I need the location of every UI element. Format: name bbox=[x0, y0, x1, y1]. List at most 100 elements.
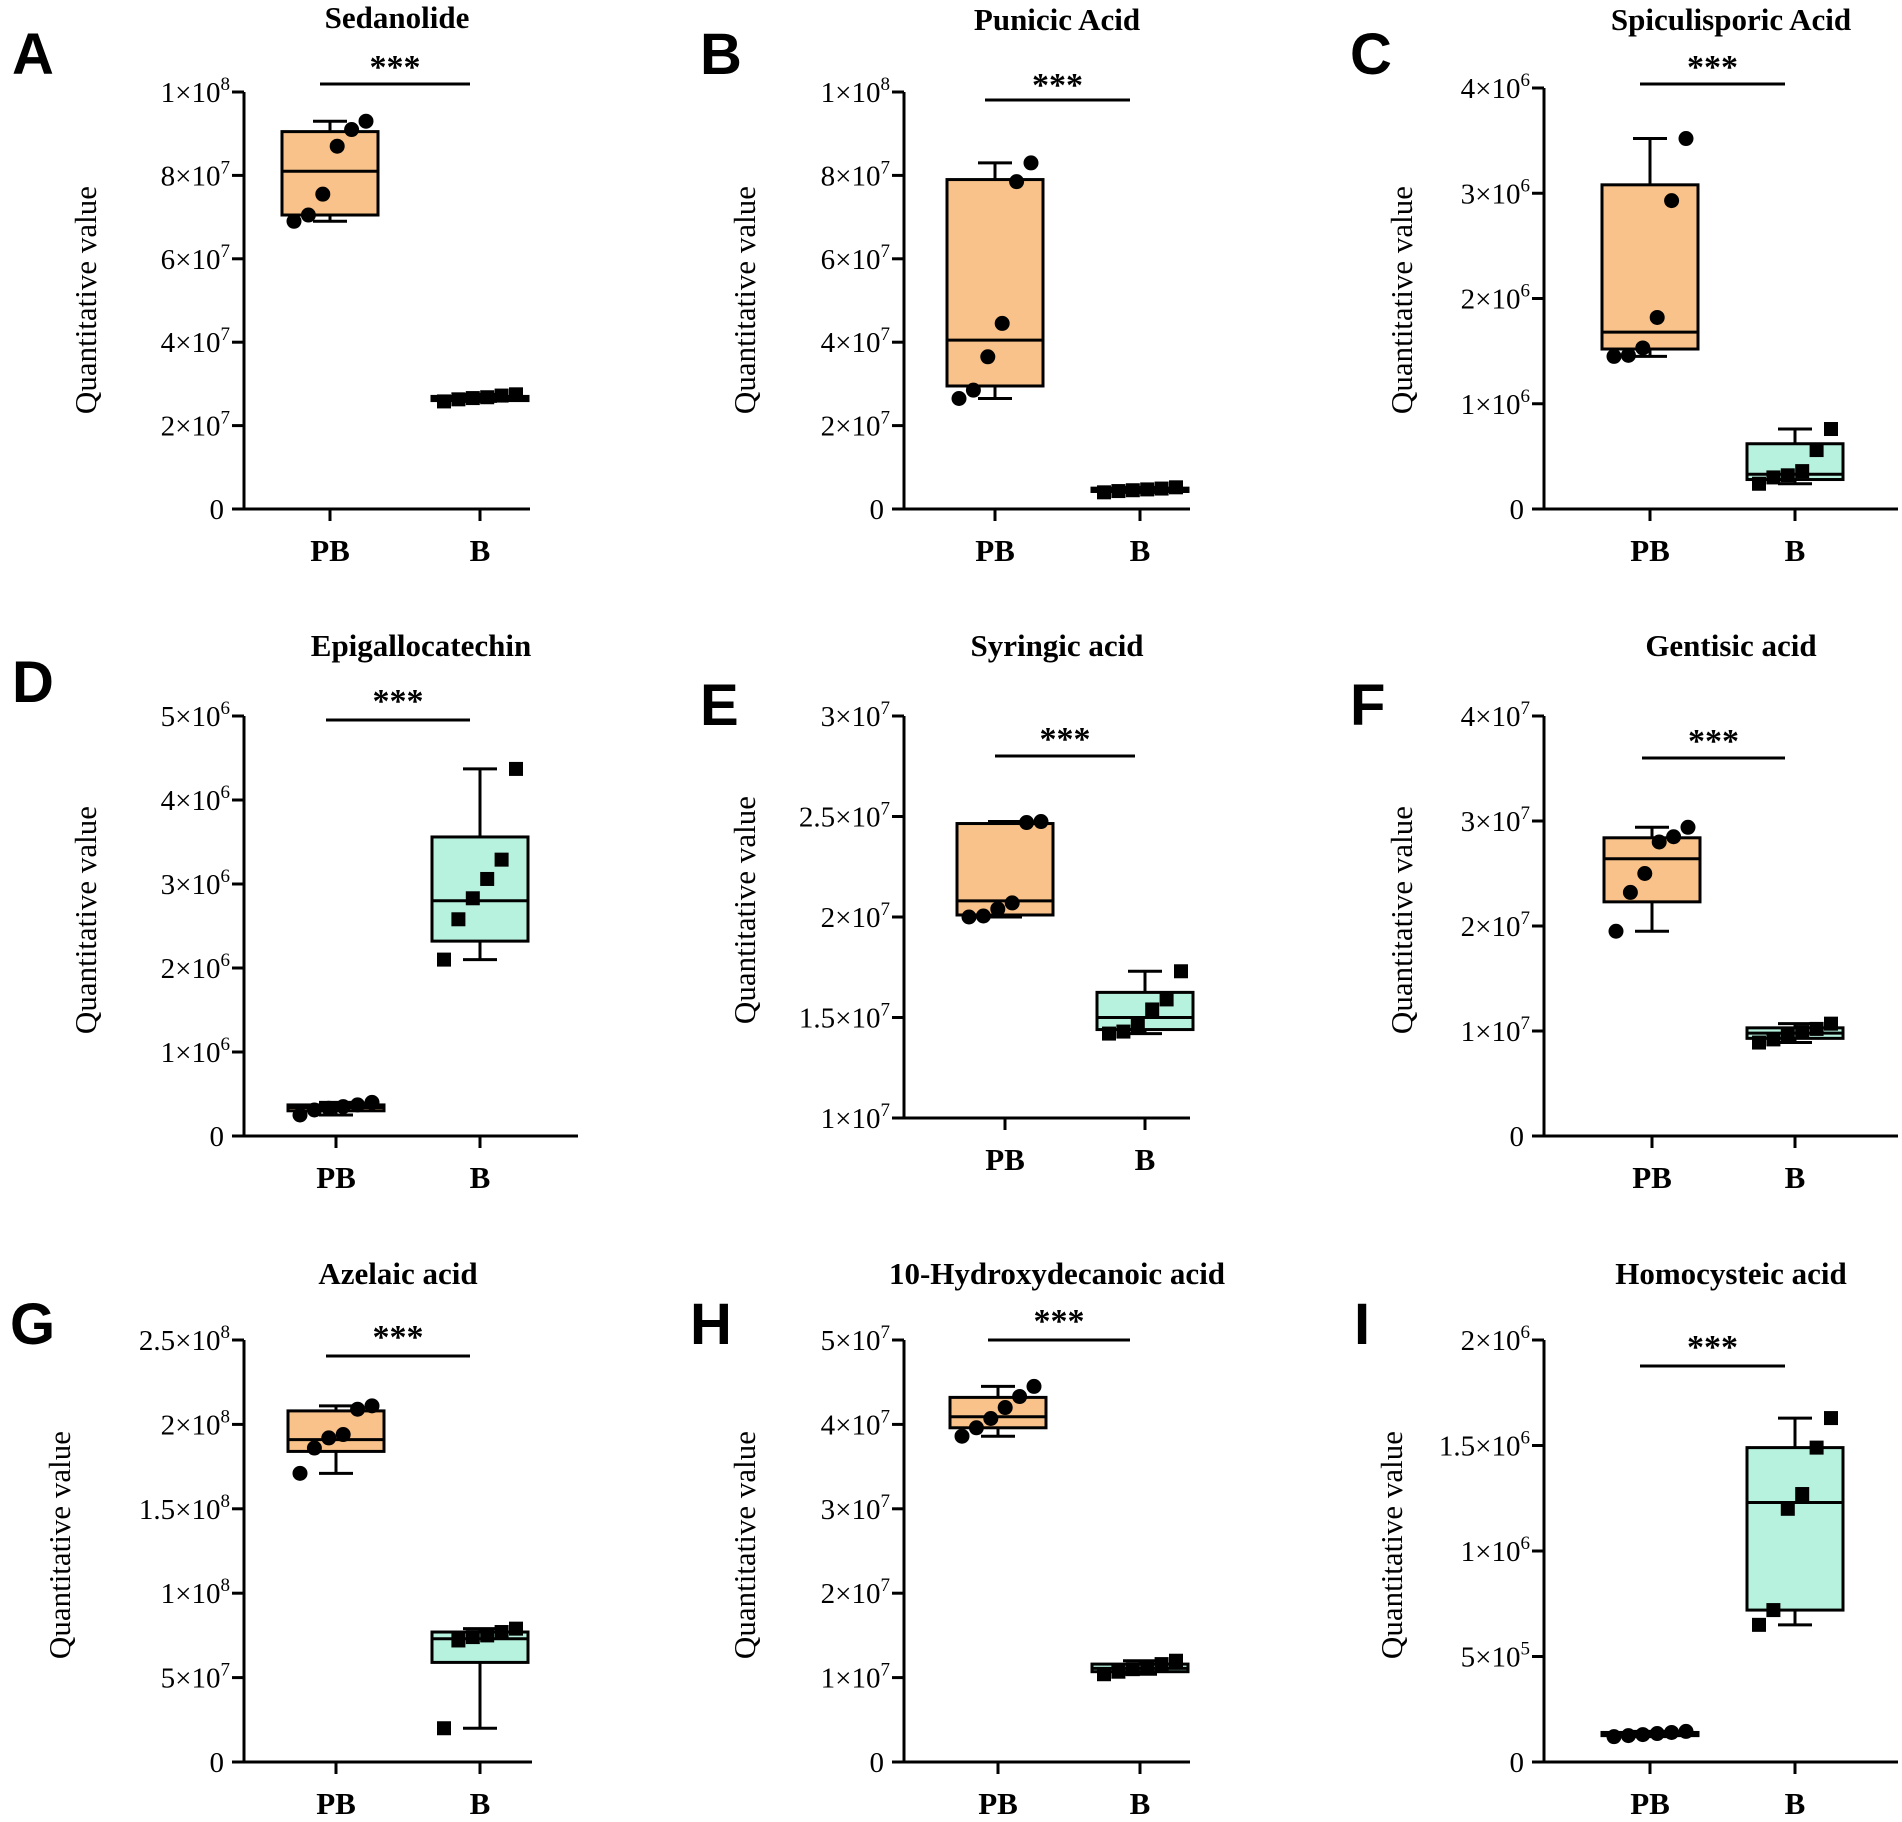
x-tick-label: B bbox=[470, 533, 491, 568]
y-tick-label: 4×106 bbox=[161, 782, 230, 817]
data-point bbox=[965, 382, 981, 398]
data-point bbox=[1145, 1002, 1160, 1017]
data-point bbox=[1678, 1723, 1694, 1739]
significance-stars: *** bbox=[1688, 723, 1739, 760]
x-tick-label: PB bbox=[1632, 1160, 1672, 1195]
data-point bbox=[1766, 1603, 1781, 1618]
data-point bbox=[480, 1628, 495, 1643]
y-axis-label: Quantitative value bbox=[1384, 806, 1419, 1034]
y-tick-label: 4×107 bbox=[161, 324, 230, 359]
box-iqr bbox=[1602, 836, 1702, 904]
box-pb bbox=[955, 814, 1055, 925]
chart-title: Punicic Acid bbox=[974, 2, 1140, 37]
box-pb bbox=[280, 113, 380, 229]
y-axis-label: Quantitative value bbox=[42, 1431, 77, 1659]
y-tick-label: 3×107 bbox=[1461, 803, 1530, 838]
y-tick-label: 2.5×107 bbox=[799, 799, 890, 834]
y-tick-label: 0 bbox=[1510, 1121, 1525, 1153]
y-axis-label: Quantitative value bbox=[68, 806, 103, 1034]
x-tick-label: PB bbox=[1630, 533, 1670, 568]
data-point bbox=[1752, 476, 1766, 491]
data-point bbox=[335, 1427, 351, 1443]
y-tick-label: 4×107 bbox=[821, 1406, 890, 1441]
y-tick-label: 0 bbox=[1510, 494, 1525, 526]
data-point bbox=[975, 908, 991, 924]
data-point bbox=[1116, 1024, 1131, 1039]
data-point bbox=[1795, 464, 1810, 479]
data-point bbox=[1637, 866, 1653, 881]
y-tick-label: 0 bbox=[210, 1747, 225, 1779]
box-b bbox=[430, 761, 530, 967]
data-point bbox=[1635, 340, 1651, 356]
x-tick-label: B bbox=[1130, 1786, 1151, 1821]
data-point bbox=[1125, 483, 1140, 498]
data-point bbox=[1809, 1440, 1824, 1455]
y-axis-label: Quantitative value bbox=[727, 186, 762, 414]
panel-g: G Azelaic acid Quantitative value 0 5×107 1×1… bbox=[10, 1256, 532, 1821]
data-point bbox=[509, 387, 523, 402]
data-point bbox=[1097, 485, 1111, 500]
box-b bbox=[1095, 964, 1195, 1041]
y-tick-label: 3×107 bbox=[821, 698, 890, 733]
y-tick-label: 0 bbox=[210, 494, 225, 526]
y-axis-label: Quantitative value bbox=[68, 186, 103, 414]
data-point bbox=[990, 901, 1006, 917]
data-point bbox=[1026, 1378, 1042, 1394]
box-iqr bbox=[430, 1630, 530, 1664]
x-tick-label: PB bbox=[1630, 1786, 1670, 1821]
data-point bbox=[1752, 1035, 1766, 1050]
box-pb bbox=[286, 1398, 386, 1481]
data-point bbox=[306, 1102, 322, 1118]
y-tick-label: 3×107 bbox=[821, 1491, 890, 1526]
data-point bbox=[358, 113, 374, 129]
y-tick-label: 2×107 bbox=[821, 408, 890, 443]
box-b bbox=[1090, 1653, 1190, 1682]
box-iqr bbox=[280, 130, 380, 217]
y-axis-label: Quantitative value bbox=[727, 796, 762, 1024]
box-pb bbox=[1600, 131, 1700, 364]
data-point bbox=[286, 213, 302, 229]
significance-stars: *** bbox=[1687, 49, 1738, 86]
data-point bbox=[1795, 1487, 1810, 1502]
box-iqr bbox=[1095, 990, 1195, 1032]
data-point bbox=[1102, 1026, 1116, 1041]
y-tick-label: 2×107 bbox=[821, 1575, 890, 1610]
panel-letter: I bbox=[1354, 1292, 1370, 1357]
data-point bbox=[292, 1465, 308, 1481]
y-tick-label: 5×107 bbox=[821, 1322, 890, 1357]
box-iqr bbox=[430, 835, 530, 943]
y-tick-label: 3×106 bbox=[1461, 175, 1530, 210]
panel-f: F Gentisic acid Quantitative value 0 1×107 2×… bbox=[1350, 628, 1898, 1195]
y-tick-label: 6×107 bbox=[161, 241, 230, 276]
y-tick-label: 0 bbox=[870, 494, 885, 526]
x-tick-label: B bbox=[470, 1786, 491, 1821]
y-tick-label: 4×107 bbox=[821, 324, 890, 359]
x-tick-label: PB bbox=[316, 1160, 356, 1195]
data-point bbox=[1620, 347, 1636, 363]
y-axis-label: Quantitative value bbox=[1374, 1431, 1409, 1659]
data-point bbox=[1680, 819, 1696, 835]
data-point bbox=[1780, 1501, 1795, 1516]
significance-stars: *** bbox=[1034, 1303, 1085, 1340]
y-tick-label: 5×106 bbox=[161, 698, 230, 733]
data-point bbox=[1620, 1728, 1636, 1744]
x-tick-label: B bbox=[1785, 533, 1806, 568]
data-point bbox=[465, 391, 480, 406]
data-point bbox=[994, 315, 1010, 331]
data-point bbox=[465, 891, 480, 906]
data-point bbox=[1824, 1411, 1838, 1426]
data-point bbox=[350, 1097, 366, 1113]
data-point bbox=[494, 1625, 509, 1640]
data-point bbox=[1004, 895, 1020, 911]
y-tick-label: 2.5×108 bbox=[139, 1322, 230, 1357]
y-tick-label: 3×106 bbox=[161, 866, 230, 901]
data-point bbox=[1606, 1729, 1622, 1745]
data-point bbox=[1766, 1032, 1781, 1047]
data-point bbox=[1111, 484, 1126, 499]
y-tick-label: 4×107 bbox=[1461, 698, 1530, 733]
y-tick-label: 2×106 bbox=[161, 950, 230, 985]
y-tick-label: 6×107 bbox=[821, 241, 890, 276]
x-tick-label: B bbox=[1135, 1142, 1156, 1177]
y-tick-label: 8×107 bbox=[821, 157, 890, 192]
